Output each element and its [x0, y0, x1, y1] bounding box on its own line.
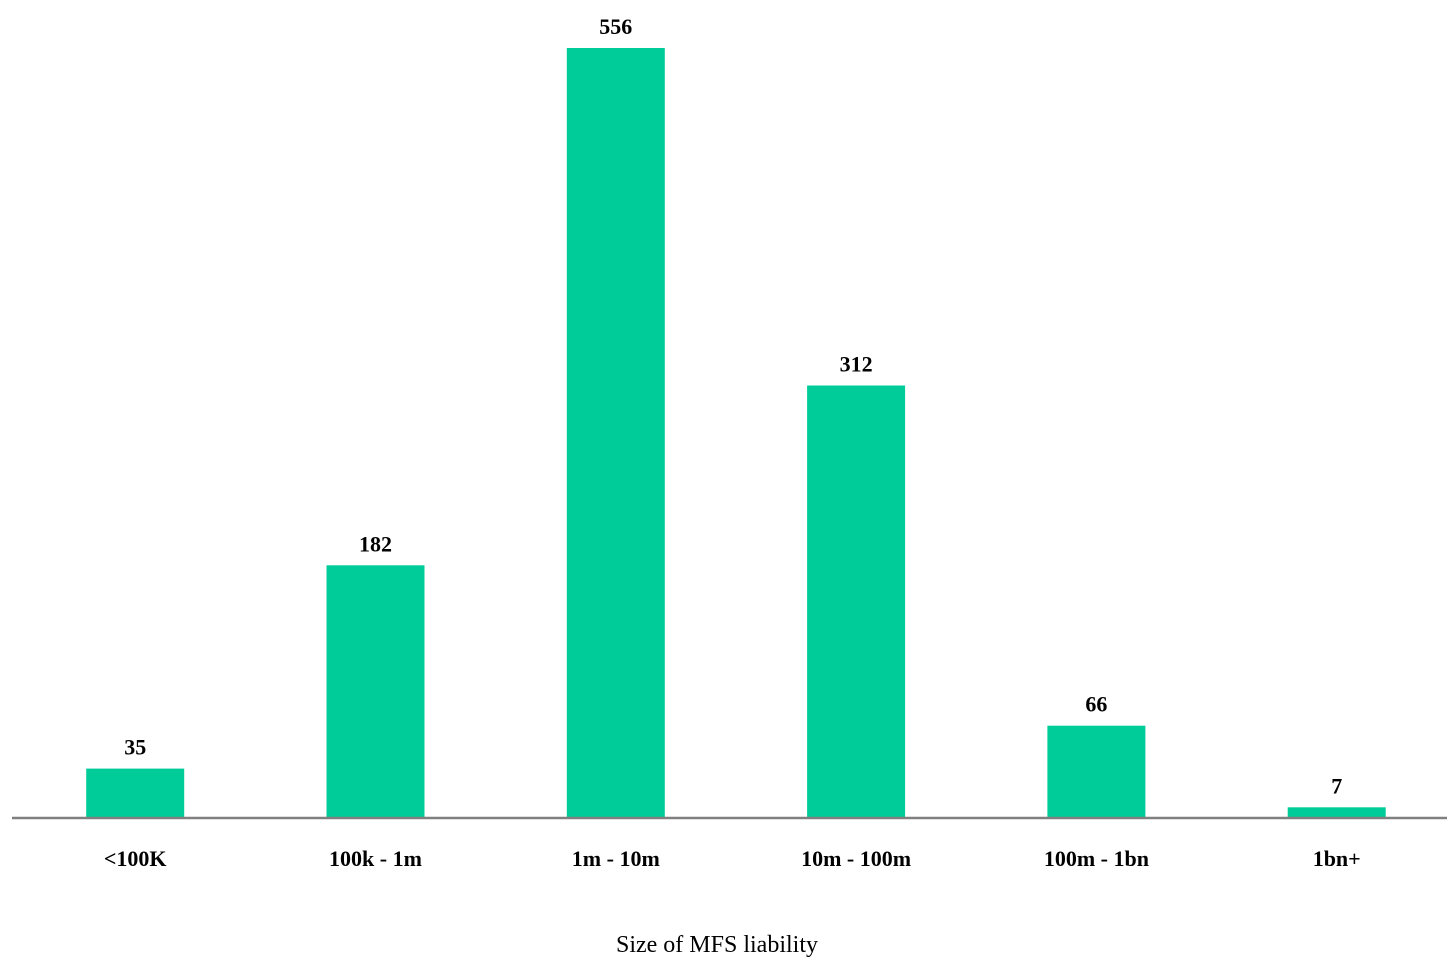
data-label-4: 66 [1085, 692, 1107, 717]
bar-1 [326, 565, 425, 817]
x-tick-label-4: 100m - 1bn [1044, 846, 1149, 871]
data-label-3: 312 [840, 352, 873, 377]
x-tick-labels-group: <100K 100k - 1m 1m - 10m 10m - 100m 100m - 1… [104, 846, 1361, 871]
value-labels-group: 35 182 556 312 66 7 [124, 14, 1342, 798]
x-tick-label-0: <100K [104, 846, 167, 871]
data-label-2: 556 [599, 14, 632, 39]
data-label-5: 7 [1331, 773, 1342, 798]
data-label-1: 182 [359, 531, 392, 556]
x-tick-label-5: 1bn+ [1313, 846, 1361, 871]
bars-group [86, 48, 1386, 817]
bar-3 [807, 385, 906, 817]
x-axis-title: Size of MFS liability [616, 932, 818, 958]
bar-4 [1047, 725, 1146, 817]
bar-5 [1287, 807, 1386, 817]
bar-0 [86, 768, 185, 817]
bar-2 [566, 48, 665, 817]
x-tick-label-1: 100k - 1m [329, 846, 422, 871]
data-label-0: 35 [124, 735, 146, 760]
x-tick-label-2: 1m - 10m [572, 846, 660, 871]
x-tick-label-3: 10m - 100m [801, 846, 911, 871]
